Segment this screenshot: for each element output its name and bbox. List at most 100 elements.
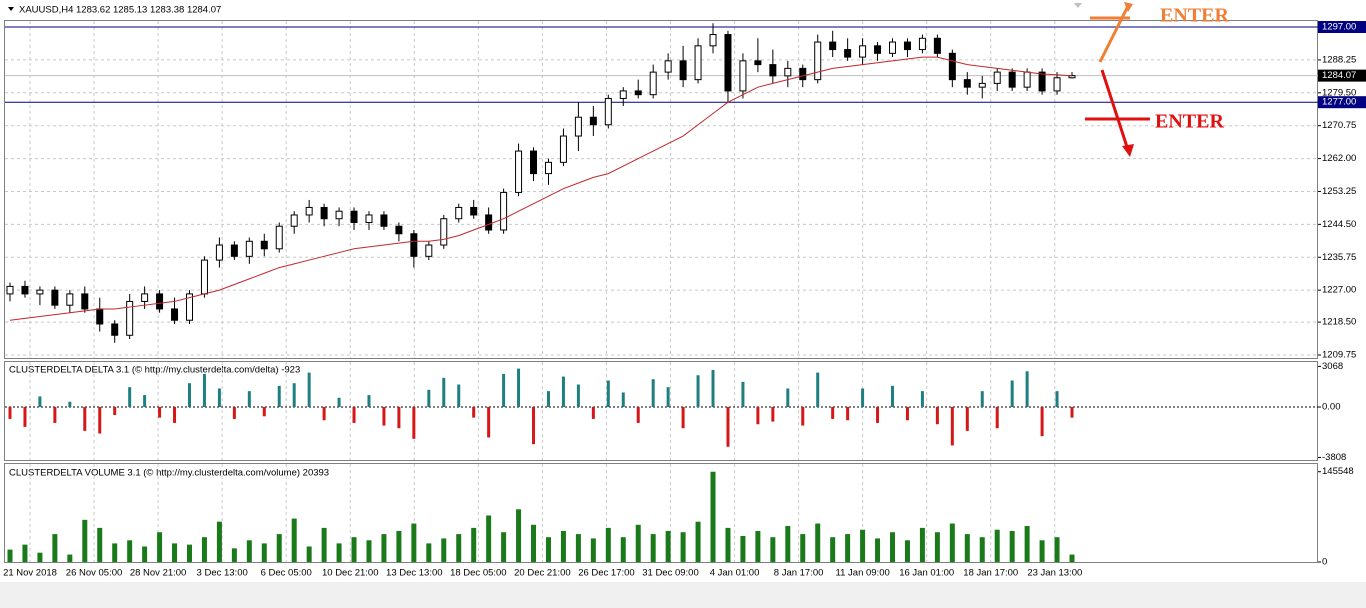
candle-body [559, 135, 567, 163]
delta-bar [846, 407, 850, 421]
tab-bar [0, 583, 1366, 608]
candle-body [200, 259, 208, 295]
candle-body [859, 45, 867, 58]
candle-body [425, 244, 433, 257]
delta-bar [322, 407, 326, 421]
candle-body [1008, 71, 1016, 88]
y-tick-label: 1288.25 [1322, 54, 1356, 65]
delta-bar [8, 407, 12, 419]
volume-bar [97, 527, 103, 562]
candle-body [51, 289, 59, 306]
candle-body [769, 64, 777, 77]
volume-bar [216, 521, 222, 562]
delta-bar [920, 391, 924, 408]
candle-body [21, 285, 29, 295]
volume-bar [186, 544, 192, 562]
volume-bar [7, 549, 13, 562]
volume-bar [979, 537, 985, 562]
volume-bar [396, 530, 402, 562]
x-tick-label: 13 Dec 13:00 [386, 568, 443, 579]
delta-bar [397, 407, 401, 429]
volume-bar [1054, 537, 1060, 562]
candle-body [544, 161, 552, 175]
delta-bar [576, 384, 580, 408]
candle-body [530, 150, 538, 175]
volume-bar [1069, 554, 1075, 562]
volume-panel [4, 463, 1318, 563]
delta-bar [831, 407, 835, 419]
arrow-down [1100, 69, 1130, 151]
delta-bar [546, 391, 550, 408]
candle-body [903, 41, 911, 51]
volume-bar [306, 546, 312, 562]
delta-bar [786, 388, 790, 408]
chart-title: XAUUSD,H4 1283.62 1285.13 1283.38 1284.0… [19, 5, 221, 16]
delta-bar [621, 392, 625, 408]
volume-bar [860, 529, 866, 562]
delta-bar [861, 388, 865, 408]
candle-body [260, 240, 268, 250]
price-label-bg [1318, 21, 1366, 34]
candle-body [844, 49, 852, 58]
delta-bar [905, 407, 909, 421]
moving-average [9, 56, 1073, 321]
candle-body [918, 37, 926, 51]
candle-body [829, 41, 837, 51]
candle-body [500, 191, 508, 231]
x-tick-label: 26 Nov 05:00 [66, 568, 123, 579]
volume-bar [890, 532, 896, 562]
candle-body [963, 79, 971, 88]
delta-bar [696, 375, 700, 408]
volume-bar [949, 523, 955, 562]
volume-bar [605, 527, 611, 562]
volume-bar [351, 537, 357, 562]
candle-body [1038, 71, 1046, 92]
volume-bar [381, 534, 387, 562]
candle-body [171, 308, 179, 321]
candle-body [215, 244, 223, 261]
volume-bar [22, 544, 28, 562]
volume-bar [112, 543, 118, 562]
delta-bar [352, 407, 356, 423]
delta-bar [247, 391, 251, 408]
candle-body [36, 289, 44, 295]
candle-body [156, 293, 164, 310]
candle-body [320, 206, 328, 220]
volume-bar [830, 537, 836, 562]
candle-body [993, 71, 1001, 84]
main-panel [4, 20, 1318, 359]
candle-body [634, 90, 642, 96]
delta-bar [143, 395, 147, 408]
delta-bar [950, 407, 954, 446]
delta-bar [83, 407, 87, 431]
volume-bar [785, 526, 791, 562]
delta-bar [68, 401, 72, 408]
candle-body [799, 67, 807, 81]
delta-bar [98, 407, 102, 434]
delta-bar [681, 407, 685, 429]
volume-bar [845, 534, 851, 562]
candle-body [515, 150, 523, 193]
candle-body [784, 67, 792, 77]
price-label-bg [1318, 96, 1366, 109]
volume-bar [127, 540, 133, 562]
volume-bar [770, 537, 776, 562]
y-tick-label: 1218.50 [1322, 317, 1356, 328]
candle-body [814, 41, 822, 81]
candle-body [305, 206, 313, 216]
delta-bar [771, 407, 775, 422]
delta-bar [457, 384, 461, 408]
price-label: 1297.00 [1322, 22, 1356, 33]
annotation-arrows [1085, 2, 1150, 157]
volume-bar [321, 527, 327, 562]
y-tick-label: 1270.75 [1322, 120, 1356, 131]
delta-bar [412, 407, 416, 439]
candle-body [604, 97, 612, 126]
candle-body [709, 34, 717, 47]
candle-body [380, 214, 388, 227]
candle-body [81, 293, 89, 310]
candle-body [365, 214, 373, 223]
y-tick-label: 1253.25 [1322, 186, 1356, 197]
volume-bar [755, 530, 761, 562]
